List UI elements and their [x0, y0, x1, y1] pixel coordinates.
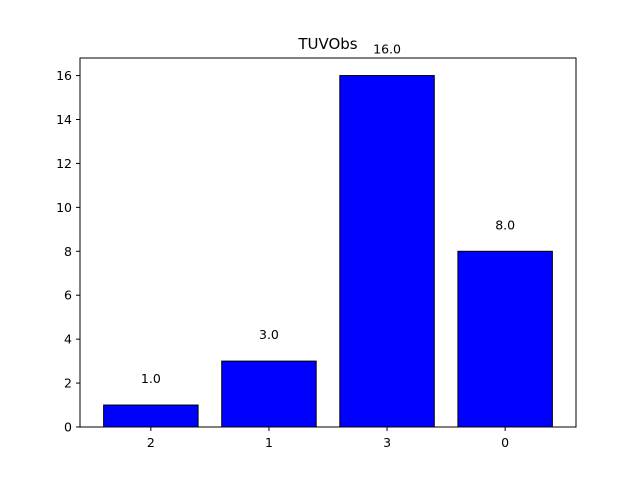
bars-layer [103, 75, 553, 428]
x-tick-label-3: 3 [383, 435, 391, 450]
bar-2 [103, 404, 199, 428]
x-tick-label-2: 2 [147, 435, 155, 450]
chart-title: TUVObs [297, 35, 357, 53]
data-label-1: 3.0 [259, 327, 279, 342]
x-axis: 2 1 3 0 [147, 427, 509, 450]
data-label-0: 8.0 [495, 217, 515, 232]
y-tick-label-2: 2 [64, 376, 72, 391]
y-tick-label-6: 6 [64, 288, 72, 303]
y-tick-label-8: 8 [64, 244, 72, 259]
bar-0 [457, 250, 553, 428]
data-label-2: 1.0 [141, 371, 161, 386]
y-tick-label-16: 16 [56, 68, 72, 83]
x-tick-label-0: 0 [501, 435, 509, 450]
x-tick-label-1: 1 [265, 435, 273, 450]
bar-1 [221, 360, 317, 428]
y-tick-label-10: 10 [56, 200, 72, 215]
y-tick-label-12: 12 [56, 156, 72, 171]
plot-frame [79, 57, 577, 428]
y-tick-label-14: 14 [56, 112, 72, 127]
y-tick-label-0: 0 [64, 420, 72, 435]
y-tick-label-4: 4 [64, 332, 72, 347]
bar-3 [339, 75, 435, 428]
y-axis: 0 2 4 6 8 10 12 14 16 [56, 68, 80, 435]
data-labels-layer: 1.0 3.0 16.0 8.0 [141, 42, 515, 386]
data-label-3: 16.0 [373, 42, 401, 57]
